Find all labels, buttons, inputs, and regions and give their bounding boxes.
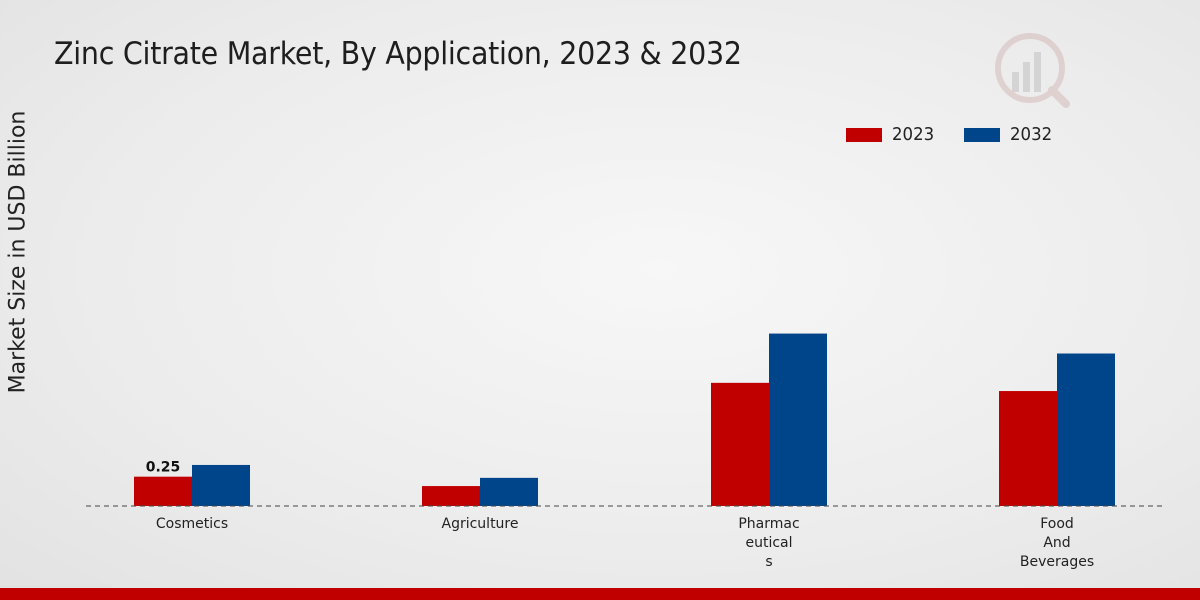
bar-2032-2 [769, 333, 827, 506]
legend-label-2032: 2032 [1010, 124, 1053, 145]
bar-2032-3 [1057, 353, 1115, 506]
x-tick-label: Food And Beverages [1020, 516, 1094, 570]
legend-item-2032: 2032 [964, 124, 1056, 145]
data-label: 0.25 [146, 460, 181, 476]
chart-title: Zinc Citrate Market, By Application, 202… [54, 36, 742, 72]
footer-bar [0, 588, 1200, 600]
bar-2023-0 [134, 476, 192, 506]
x-tick-label: Agriculture [442, 516, 519, 532]
bar-2023-3 [999, 391, 1057, 506]
x-tick-label: Cosmetics [156, 516, 228, 532]
legend-label-2023: 2023 [892, 124, 935, 145]
bar-2032-1 [480, 477, 538, 506]
bar-2032-0 [192, 464, 250, 506]
x-tick-label: Pharmac eutical s [738, 516, 799, 570]
bar-2023-2 [711, 382, 769, 506]
legend-swatch-2032 [964, 127, 1000, 142]
brand-chart-icon [992, 30, 1074, 112]
bar-2023-1 [422, 486, 480, 506]
legend-item-2023: 2023 [846, 124, 938, 145]
legend-swatch-2023 [846, 127, 882, 142]
